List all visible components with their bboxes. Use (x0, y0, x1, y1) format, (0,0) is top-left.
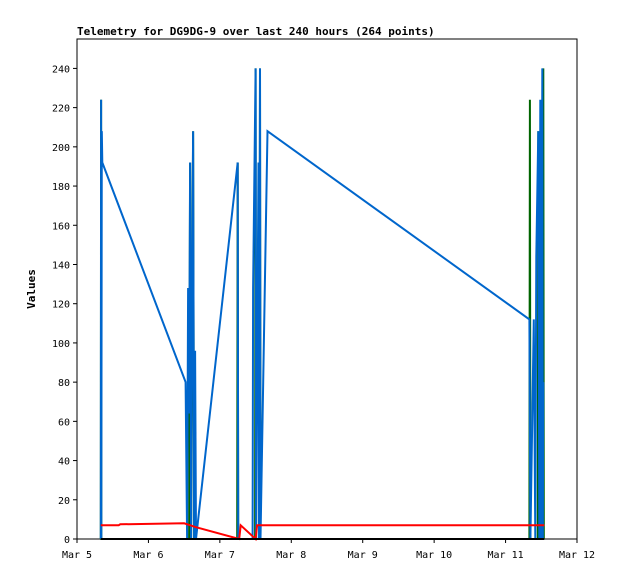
y-axis: 0 20 40 60 80 100 120 140 160 180 200 220 240 (52, 64, 77, 546)
series-group (99, 68, 545, 542)
x-tick-label: Mar 11 (488, 550, 524, 561)
y-tick-label: 100 (52, 339, 70, 350)
x-tick-label: Mar 10 (416, 550, 452, 561)
y-tick-label: 180 (52, 182, 70, 193)
plot-area (76, 38, 578, 540)
y-tick-label: 60 (58, 417, 70, 428)
x-axis: Mar 5 Mar 6 Mar 7 Mar 8 Mar 9 Mar 10 Mar 11 Mar… (62, 539, 595, 561)
y-tick-label: 220 (52, 104, 70, 115)
x-tick-label: Mar 12 (559, 550, 595, 561)
x-tick-label: Mar 7 (205, 550, 235, 561)
y-tick-label: 140 (52, 260, 70, 271)
x-tick-label: Mar 5 (62, 550, 92, 561)
series-line-3 (100, 522, 545, 542)
y-axis-label: Values (25, 269, 38, 309)
y-tick-label: 0 (64, 535, 70, 546)
x-tick-label: Mar 6 (133, 550, 163, 561)
y-tick-label: 40 (58, 457, 70, 468)
x-tick-label: Mar 8 (276, 550, 306, 561)
y-tick-label: 200 (52, 143, 70, 154)
y-tick-label: 80 (58, 378, 70, 389)
y-tick-label: 240 (52, 64, 70, 75)
y-tick-label: 20 (58, 496, 70, 507)
y-tick-label: 160 (52, 221, 70, 232)
series-line-2 (99, 68, 545, 540)
series-line-1 (99, 68, 545, 540)
y-tick-label: 120 (52, 300, 70, 311)
chart-title: Telemetry for DG9DG-9 over last 240 hour… (77, 25, 435, 38)
x-tick-label: Mar 9 (348, 550, 378, 561)
